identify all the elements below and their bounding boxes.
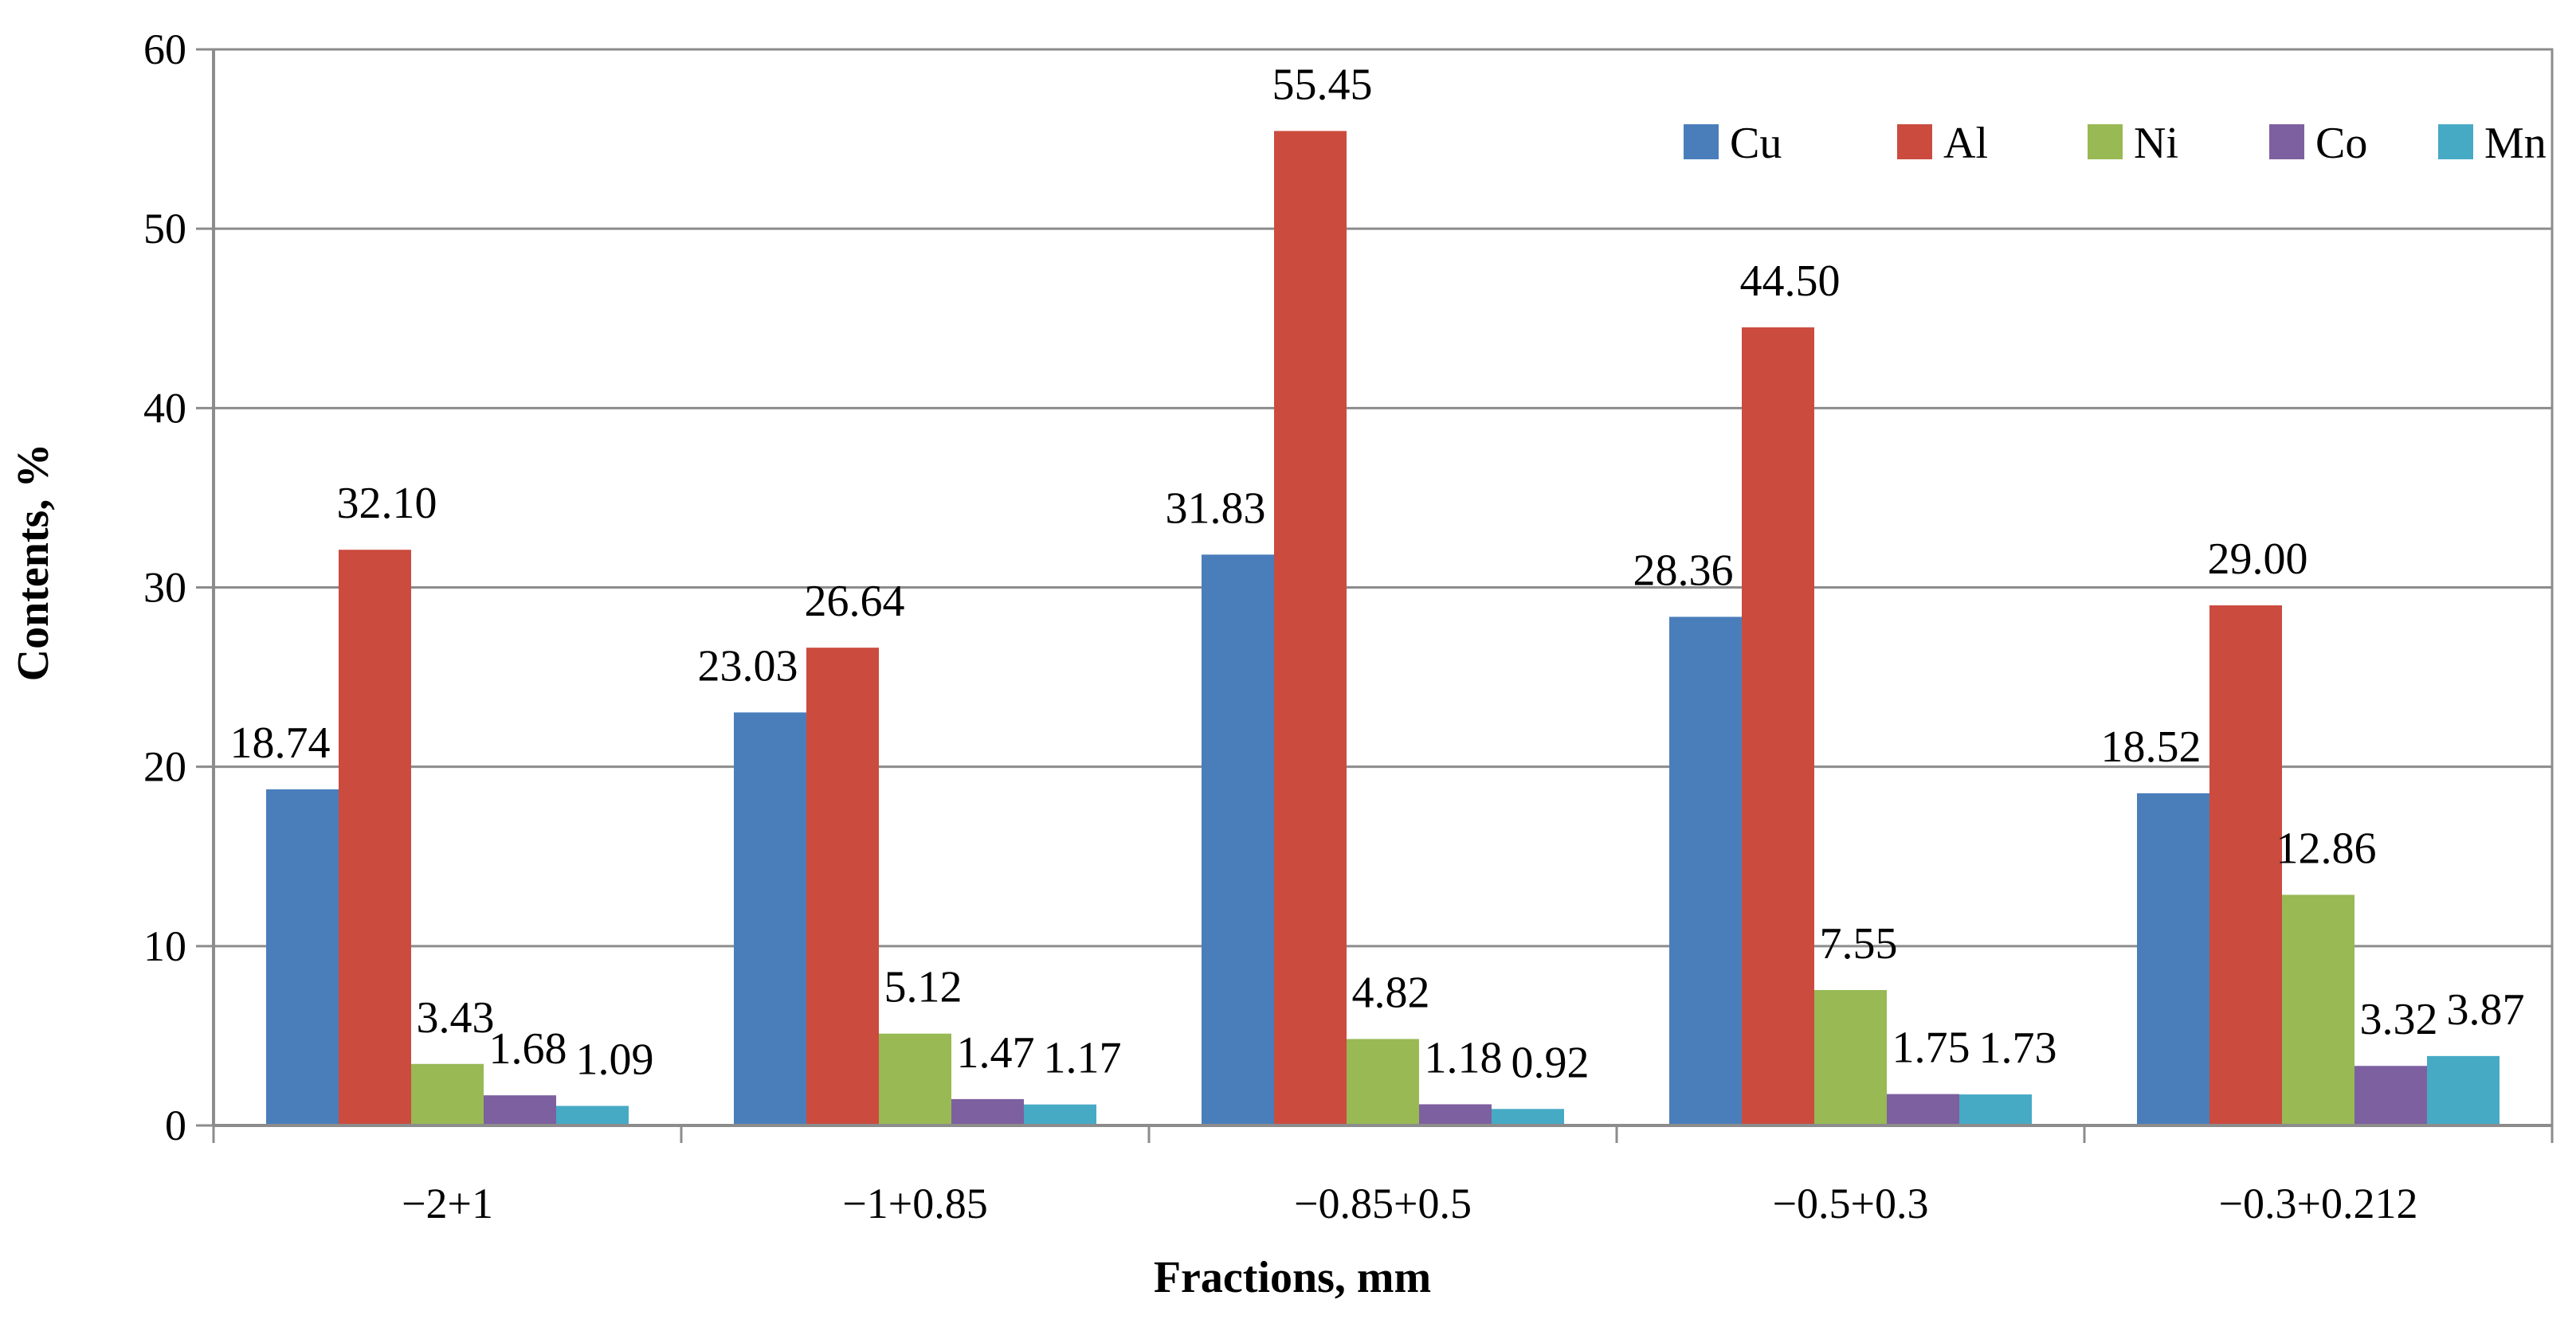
- data-label-cu: 28.36: [1633, 546, 1734, 595]
- x-tick-label: −2+1: [402, 1180, 493, 1227]
- axes: 0 10 20 30 40 50 60 −2+1 −1+0.85 −0.85+0.5 −0.5+0.…: [143, 25, 2554, 1227]
- data-label-al: 32.10: [337, 479, 437, 528]
- bar-mn: [556, 1106, 629, 1125]
- bar-co: [484, 1095, 556, 1125]
- bar-al: [339, 550, 411, 1125]
- x-tick-label: −0.5+0.3: [1773, 1180, 1929, 1227]
- legend-swatch-al: [1897, 124, 1932, 159]
- legend-swatch-co: [2269, 124, 2304, 159]
- bar-mn: [2427, 1055, 2500, 1125]
- y-tick-label: 40: [143, 384, 186, 432]
- bar-ni: [879, 1033, 951, 1125]
- data-label-cu: 18.52: [2101, 722, 2202, 772]
- data-label-mn: 3.87: [2447, 985, 2525, 1035]
- data-label-al: 29.00: [2208, 534, 2308, 584]
- legend-label-mn: Mn: [2484, 119, 2547, 168]
- data-label-al: 26.64: [805, 577, 905, 626]
- legend-swatch-ni: [2088, 124, 2123, 159]
- data-label-ni: 7.55: [1820, 919, 1898, 969]
- data-label-ni: 3.43: [417, 993, 495, 1043]
- data-label-ni: 4.82: [1352, 968, 1430, 1017]
- bar-al: [1274, 131, 1347, 1126]
- bar-co: [2354, 1066, 2427, 1125]
- data-label-cu: 23.03: [698, 641, 798, 691]
- bar-cu: [2137, 793, 2209, 1125]
- data-label-mn: 1.17: [1044, 1034, 1122, 1083]
- x-tick-label: −1+0.85: [842, 1180, 987, 1227]
- y-tick-label: 30: [143, 564, 186, 612]
- legend-label-co: Co: [2315, 119, 2367, 168]
- y-tick-label: 50: [143, 205, 186, 252]
- data-label-al: 44.50: [1740, 256, 1841, 306]
- data-label-mn: 0.92: [1511, 1038, 1590, 1087]
- bar-cu: [266, 789, 339, 1125]
- data-label-ni: 5.12: [884, 963, 963, 1012]
- bar-co: [1419, 1104, 1492, 1125]
- bar-ni: [1814, 989, 1887, 1125]
- bar-co: [951, 1098, 1024, 1125]
- data-label-mn: 1.73: [1979, 1023, 2057, 1073]
- y-axis-title: Contents, %: [9, 444, 58, 682]
- data-label-mn: 1.09: [576, 1035, 654, 1084]
- y-tick-label: 10: [143, 922, 186, 970]
- y-tick-label: 0: [165, 1102, 186, 1149]
- data-label-cu: 31.83: [1166, 483, 1266, 533]
- legend: Cu Al Ni Co Mn: [1684, 119, 2547, 168]
- bar-al: [1742, 327, 1814, 1126]
- x-axis-title: Fractions, mm: [1154, 1253, 1431, 1302]
- bar-al: [806, 648, 879, 1125]
- bar-al: [2209, 605, 2282, 1125]
- legend-label-ni: Ni: [2134, 119, 2178, 168]
- data-label-al: 55.45: [1272, 60, 1373, 109]
- bar-ni: [411, 1063, 484, 1125]
- bar-ni: [2282, 894, 2354, 1125]
- x-tick-label: −0.85+0.5: [1294, 1180, 1472, 1227]
- bar-cu: [1669, 616, 1742, 1125]
- legend-label-cu: Cu: [1730, 119, 1782, 168]
- legend-swatch-cu: [1684, 124, 1719, 159]
- bar-mn: [1024, 1104, 1096, 1125]
- bar-ni: [1347, 1039, 1419, 1125]
- data-label-ni: 12.86: [2276, 824, 2377, 873]
- data-label-co: 3.32: [2360, 995, 2438, 1044]
- legend-swatch-mn: [2438, 124, 2473, 159]
- data-label-co: 1.18: [1425, 1033, 1503, 1082]
- legend-label-al: Al: [1943, 119, 1988, 168]
- bars: [266, 131, 2500, 1126]
- y-tick-label: 20: [143, 743, 186, 791]
- data-label-co: 1.75: [1892, 1023, 1970, 1073]
- bar-co: [1887, 1094, 1959, 1125]
- bar-mn: [1492, 1109, 1564, 1125]
- data-label-cu: 18.74: [230, 718, 331, 768]
- bar-cu: [734, 712, 806, 1125]
- y-tick-label: 60: [143, 25, 186, 73]
- x-tick-label: −0.3+0.212: [2219, 1180, 2418, 1227]
- data-label-co: 1.68: [489, 1024, 567, 1074]
- bar-cu: [1202, 554, 1274, 1125]
- bar-mn: [1959, 1094, 2032, 1125]
- data-label-co: 1.47: [957, 1028, 1035, 1078]
